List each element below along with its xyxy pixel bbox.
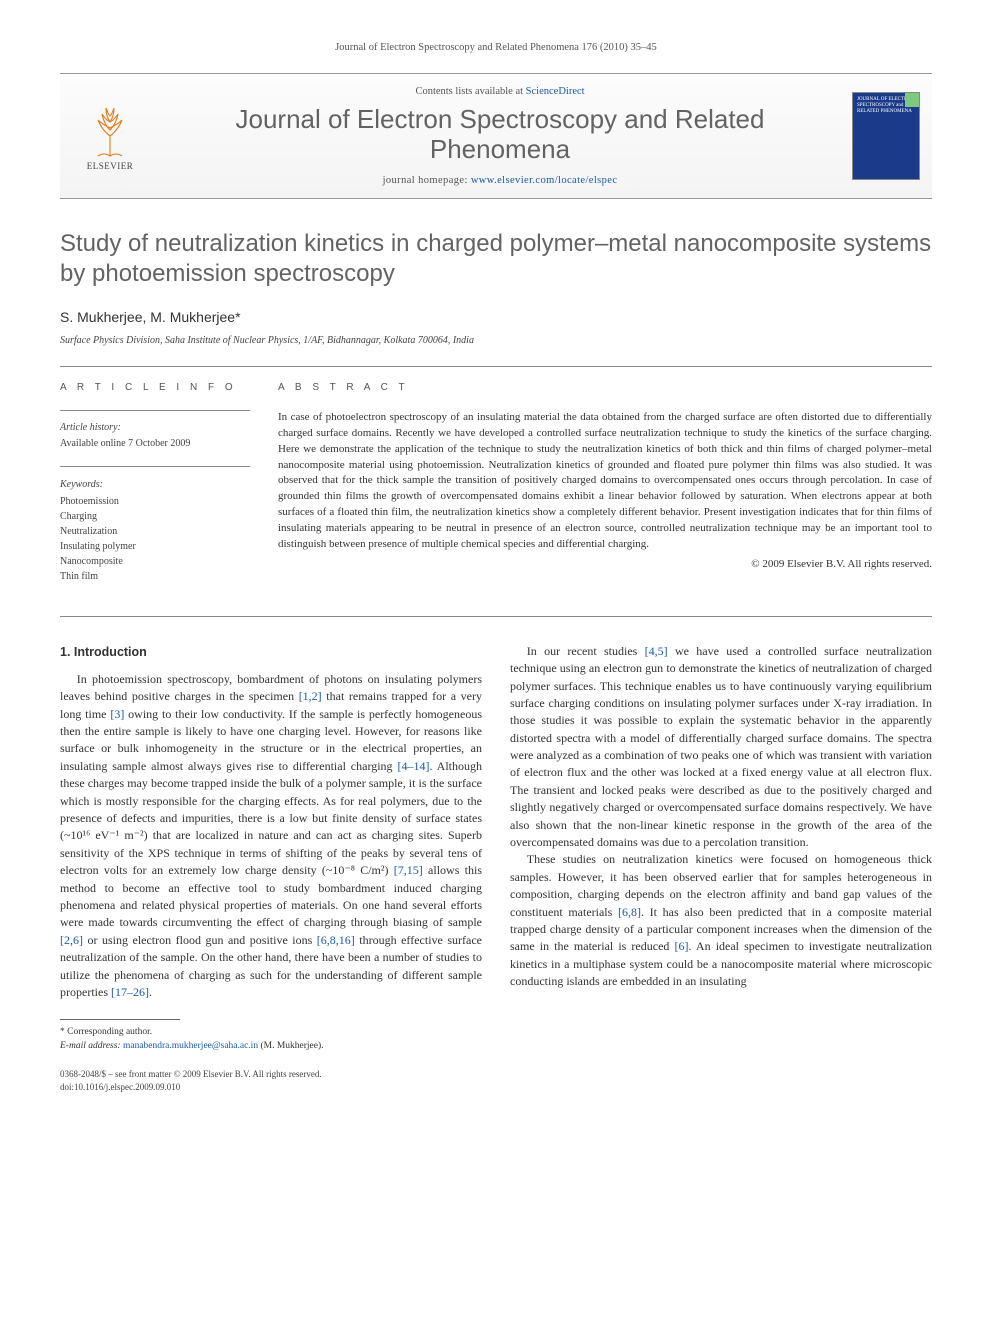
divider bbox=[60, 466, 250, 467]
keyword: Insulating polymer bbox=[60, 539, 250, 554]
footnote-rule bbox=[60, 1019, 180, 1020]
info-abstract-row: a r t i c l e i n f o Article history: A… bbox=[60, 367, 932, 616]
sciencedirect-link[interactable]: ScienceDirect bbox=[526, 86, 585, 97]
citation[interactable]: [6] bbox=[675, 939, 689, 953]
keywords-header: Keywords: bbox=[60, 477, 250, 492]
history-line: Available online 7 October 2009 bbox=[60, 437, 250, 452]
keywords-block: Keywords: Photoemission Charging Neutral… bbox=[60, 477, 250, 584]
paragraph: These studies on neutralization kinetics… bbox=[510, 851, 932, 990]
paragraph: In our recent studies [4,5] we have used… bbox=[510, 643, 932, 852]
divider bbox=[60, 410, 250, 411]
keyword: Thin film bbox=[60, 569, 250, 584]
homepage-prefix: journal homepage: bbox=[383, 175, 471, 186]
elsevier-tree-icon bbox=[84, 100, 136, 158]
citation[interactable]: [17–26] bbox=[111, 985, 149, 999]
corresponding-author: * Corresponding author. E-mail address: … bbox=[60, 1026, 932, 1054]
running-header: Journal of Electron Spectroscopy and Rel… bbox=[60, 40, 932, 55]
history-header: Article history: bbox=[60, 421, 250, 436]
citation[interactable]: [1,2] bbox=[299, 689, 322, 703]
citation[interactable]: [3] bbox=[110, 707, 124, 721]
homepage-line: journal homepage: www.elsevier.com/locat… bbox=[162, 173, 838, 188]
citation[interactable]: [4–14] bbox=[397, 759, 429, 773]
page: Journal of Electron Spectroscopy and Rel… bbox=[0, 0, 992, 1134]
issn-line: 0368-2048/$ – see front matter © 2009 El… bbox=[60, 1068, 932, 1081]
citation[interactable]: [2,6] bbox=[60, 933, 83, 947]
article-info: a r t i c l e i n f o Article history: A… bbox=[60, 381, 250, 598]
article-history: Article history: Available online 7 Octo… bbox=[60, 421, 250, 452]
keyword: Neutralization bbox=[60, 524, 250, 539]
publisher-name: ELSEVIER bbox=[87, 160, 134, 173]
cover-accent bbox=[905, 93, 919, 107]
abstract-label: a b s t r a c t bbox=[278, 381, 932, 396]
doi-line: doi:10.1016/j.elspec.2009.09.010 bbox=[60, 1081, 932, 1094]
journal-cover-thumb: JOURNAL OF ELECTRON SPECTROSCOPY and REL… bbox=[852, 92, 920, 180]
abstract-text: In case of photoelectron spectroscopy of… bbox=[278, 410, 932, 553]
keyword: Nanocomposite bbox=[60, 554, 250, 569]
citation[interactable]: [6,8] bbox=[618, 905, 641, 919]
citation[interactable]: [6,8,16] bbox=[317, 933, 355, 947]
article-info-label: a r t i c l e i n f o bbox=[60, 381, 250, 396]
paragraph: In photoemission spectroscopy, bombardme… bbox=[60, 671, 482, 1001]
email-who: (M. Mukherjee). bbox=[258, 1041, 323, 1051]
contents-line: Contents lists available at ScienceDirec… bbox=[162, 84, 838, 99]
divider bbox=[60, 616, 932, 617]
corr-email-line: E-mail address: manabendra.mukherjee@sah… bbox=[60, 1040, 932, 1054]
keyword: Charging bbox=[60, 509, 250, 524]
contents-prefix: Contents lists available at bbox=[415, 86, 525, 97]
homepage-link[interactable]: www.elsevier.com/locate/elspec bbox=[471, 175, 618, 186]
section-heading: 1. Introduction bbox=[60, 643, 482, 661]
abstract: a b s t r a c t In case of photoelectron… bbox=[278, 381, 932, 598]
masthead-center: Contents lists available at ScienceDirec… bbox=[162, 84, 838, 188]
journal-name: Journal of Electron Spectroscopy and Rel… bbox=[162, 105, 838, 165]
keyword: Photoemission bbox=[60, 494, 250, 509]
affiliation: Surface Physics Division, Saha Institute… bbox=[60, 334, 932, 349]
authors: S. Mukherjee, M. Mukherjee* bbox=[60, 307, 932, 327]
copyright-footer: 0368-2048/$ – see front matter © 2009 El… bbox=[60, 1068, 932, 1094]
email-link[interactable]: manabendra.mukherjee@saha.ac.in bbox=[123, 1041, 258, 1051]
publisher-logo: ELSEVIER bbox=[72, 95, 148, 177]
corr-label: * Corresponding author. bbox=[60, 1026, 932, 1040]
body-text: 1. Introduction In photoemission spectro… bbox=[60, 643, 932, 1002]
citation[interactable]: [4,5] bbox=[645, 644, 668, 658]
citation[interactable]: [7,15] bbox=[394, 863, 423, 877]
masthead: ELSEVIER Contents lists available at Sci… bbox=[60, 73, 932, 199]
abstract-copyright: © 2009 Elsevier B.V. All rights reserved… bbox=[278, 557, 932, 573]
email-label: E-mail address: bbox=[60, 1041, 123, 1051]
article-title: Study of neutralization kinetics in char… bbox=[60, 229, 932, 289]
